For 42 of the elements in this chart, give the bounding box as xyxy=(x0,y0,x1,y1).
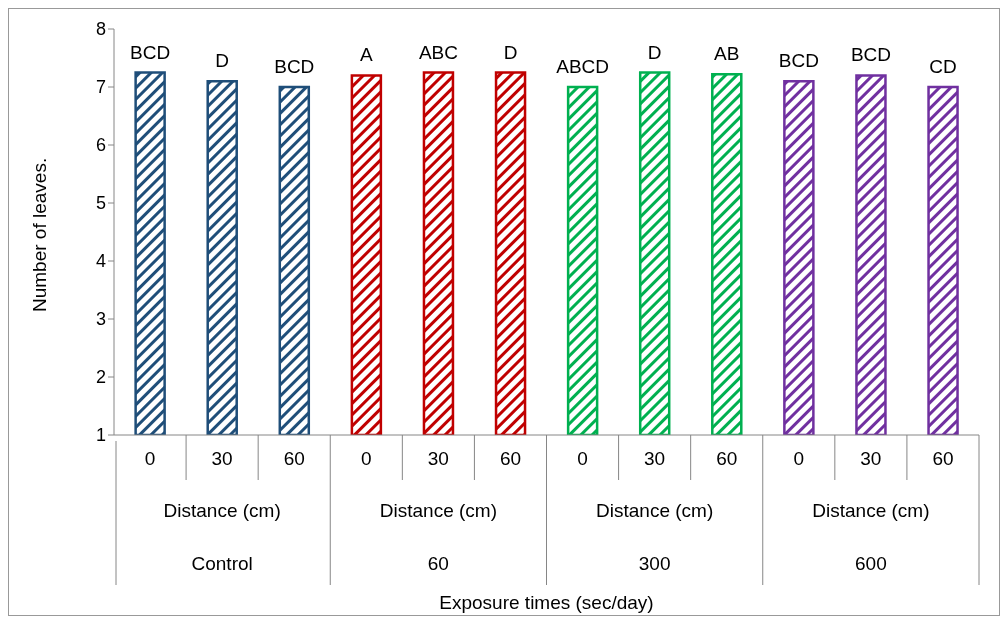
x-tick-label: 30 xyxy=(211,448,233,469)
y-tick-label: 5 xyxy=(95,193,106,214)
x-tick-label: 60 xyxy=(932,448,954,469)
data-label: BCD xyxy=(850,44,892,66)
text: 600 xyxy=(855,553,887,574)
x-tick-label: 0 xyxy=(793,448,805,469)
data-label: CD xyxy=(929,56,957,77)
y-tick-label: 8 xyxy=(95,19,106,40)
text: Distance (cm) xyxy=(379,500,497,521)
x-tick-label: 60 xyxy=(716,448,738,469)
y-axis-title: Number of leaves. xyxy=(28,157,50,312)
x-tick-label: 30 xyxy=(427,448,449,469)
text: 60 xyxy=(427,553,449,574)
data-label: ABC xyxy=(418,41,458,63)
x-tick-label: 60 xyxy=(499,448,522,469)
x-tick-label: 30 xyxy=(860,448,882,469)
x-tick-label: 0 xyxy=(144,448,156,469)
x-tick-label: 0 xyxy=(577,448,588,469)
x-tick-label: 60 xyxy=(283,448,305,469)
x-tick-label: 0 xyxy=(361,448,372,469)
data-label: ABCD xyxy=(556,56,610,77)
x-tick-label: 30 xyxy=(644,448,666,469)
text: Distance (cm) xyxy=(812,500,930,521)
data-label: BCD xyxy=(274,56,315,77)
y-tick-label: 7 xyxy=(95,77,106,98)
data-label: D xyxy=(503,41,518,63)
text: 300 xyxy=(638,553,671,574)
data-label: A xyxy=(360,44,374,66)
y-tick-label: 6 xyxy=(95,135,106,156)
y-tick-label: 2 xyxy=(95,367,106,388)
y-tick-label: 1 xyxy=(95,425,106,446)
data-label: D xyxy=(215,50,230,72)
y-tick-label: 3 xyxy=(95,309,106,330)
data-label: BCD xyxy=(130,41,171,63)
text: Exposure times (sec/day) xyxy=(439,592,654,613)
data-label: AB xyxy=(714,43,740,65)
text: Distance (cm) xyxy=(596,500,714,521)
text: Control xyxy=(191,553,253,574)
y-tick-label: 4 xyxy=(95,251,106,272)
text: Distance (cm) xyxy=(163,500,281,521)
data-label: D xyxy=(647,41,662,63)
data-label: BCD xyxy=(778,50,819,72)
